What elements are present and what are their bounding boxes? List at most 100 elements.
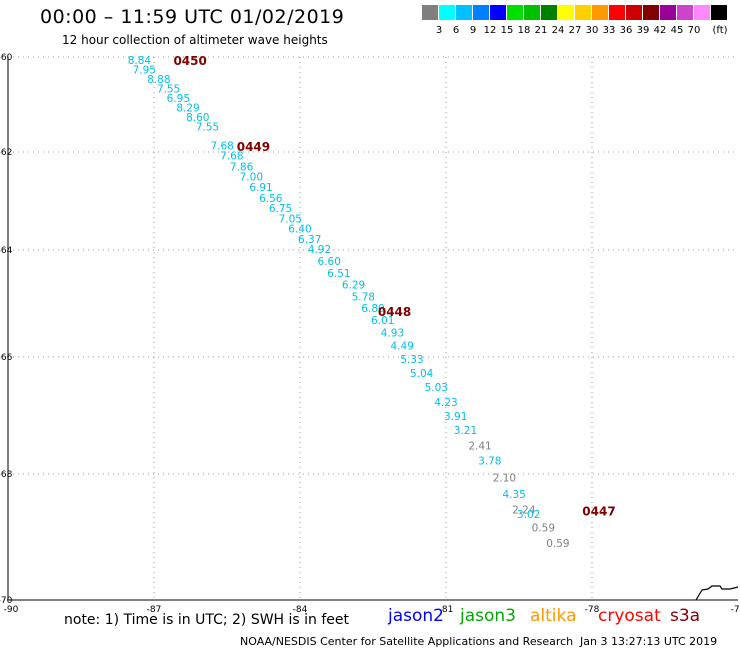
- legend-swatch: [626, 5, 643, 20]
- pass-time-label: 0447: [582, 505, 615, 519]
- wave-height-value: 4.93: [381, 328, 404, 340]
- wave-height-value: 0.59: [532, 522, 555, 534]
- legend-label: 9: [469, 25, 477, 36]
- wave-height-value: 6.51: [327, 268, 350, 280]
- wave-height-value: 7.95: [133, 65, 156, 77]
- lon-tick-label: -78: [585, 605, 600, 615]
- wave-height-value: 6.37: [298, 234, 321, 246]
- pass-time-label: 0449: [237, 140, 270, 154]
- satellite-name: jason2: [388, 606, 444, 626]
- wave-height-value: 5.04: [410, 368, 434, 380]
- legend-swatch: [694, 5, 711, 20]
- wave-height-value: 8.84: [128, 55, 152, 67]
- lat-tick-label: -60: [0, 53, 13, 63]
- wave-height-value: 6.40: [288, 223, 311, 235]
- page-subtitle: 12 hour collection of altimeter wave hei…: [62, 33, 328, 47]
- pass-time-label: 0448: [378, 305, 411, 319]
- wave-height-value: 6.95: [167, 93, 190, 105]
- wave-height-value: 6.01: [371, 315, 394, 327]
- lat-tick-label: -66: [0, 353, 13, 363]
- legend-swatch: [711, 5, 728, 20]
- legend-swatch: [439, 5, 456, 20]
- satellite-name: cryosat: [598, 606, 661, 626]
- satellite-name: jason3: [460, 606, 516, 626]
- legend-swatch: [541, 5, 558, 20]
- legend-label: 33: [602, 25, 616, 36]
- legend-label: 24: [551, 25, 565, 36]
- wave-height-value: 7.86: [230, 162, 254, 174]
- footer-note: note: 1) Time is in UTC; 2) SWH is in fe…: [64, 612, 350, 628]
- coastline: [695, 585, 739, 601]
- wave-height-value: 5.78: [352, 291, 375, 303]
- legend-swatch: [456, 5, 473, 20]
- legend-swatch: [643, 5, 660, 20]
- legend-label: 30: [585, 25, 599, 36]
- wave-height-value: 7.05: [279, 214, 302, 226]
- legend-swatch: [677, 5, 694, 20]
- legend-label: 6: [452, 25, 460, 36]
- corner-tick-label: -90: [4, 605, 19, 615]
- wave-height-value: 3.21: [454, 425, 477, 437]
- legend-label: 45: [670, 25, 684, 36]
- credit-line: NOAA/NESDIS Center for Satellite Applica…: [240, 635, 574, 648]
- wave-height-value: 3.91: [444, 411, 467, 423]
- lon-tick-label: -87: [147, 605, 162, 615]
- legend-label: 39: [636, 25, 650, 36]
- legend-swatch: [422, 5, 439, 20]
- legend-swatch: [507, 5, 524, 20]
- legend-swatch: [490, 5, 507, 20]
- wave-height-value: 6.75: [269, 203, 292, 215]
- lon-tick-label: -75: [731, 605, 740, 615]
- wave-height-value: 6.80: [361, 303, 384, 315]
- legend-swatch: [592, 5, 609, 20]
- legend-unit: (ft): [712, 25, 728, 36]
- lat-tick-label: -62: [0, 148, 12, 158]
- wave-height-value: 3.02: [517, 509, 540, 521]
- wave-height-value: 8.29: [176, 103, 199, 115]
- wave-height-value: 6.29: [342, 280, 365, 292]
- legend-swatch: [660, 5, 677, 20]
- legend-label: 12: [483, 25, 497, 36]
- wave-height-value: 2.10: [493, 473, 516, 485]
- wave-height-value: 4.92: [308, 244, 331, 256]
- wave-height-value: 7.55: [196, 122, 219, 134]
- wave-height-value: 7.00: [240, 171, 263, 183]
- wave-height-value: 7.68: [220, 150, 243, 162]
- lon-tick-label: -84: [293, 605, 308, 615]
- wave-height-value: 2.41: [468, 440, 491, 452]
- legend-label: 21: [534, 25, 548, 36]
- legend-swatch: [558, 5, 575, 20]
- legend-label: 42: [653, 25, 667, 36]
- wave-height-value: 4.49: [391, 341, 414, 353]
- legend-label: 3: [435, 25, 443, 36]
- page-title: 00:00 – 11:59 UTC 01/02/2019: [40, 6, 345, 28]
- generated-timestamp: Jan 3 13:27:13 UTC 2019: [580, 635, 718, 648]
- legend-label: 70: [687, 25, 701, 36]
- legend-swatch: [524, 5, 541, 20]
- lat-tick-label: -68: [0, 470, 13, 480]
- wave-height-value: 0.59: [546, 538, 569, 550]
- satellite-name: s3a: [670, 606, 701, 626]
- wave-height-value: 6.60: [318, 256, 341, 268]
- wave-height-value: 7.68: [210, 141, 233, 153]
- wave-height-value: 6.91: [249, 182, 272, 194]
- wave-height-value: 3.78: [478, 456, 501, 468]
- satellite-name: altika: [530, 606, 577, 626]
- lon-tick-label: -81: [439, 605, 454, 615]
- legend-label: 18: [517, 25, 531, 36]
- wave-height-value: 4.23: [434, 397, 457, 409]
- lat-tick-label: -64: [0, 246, 13, 256]
- wave-height-value: 6.56: [259, 193, 283, 205]
- wave-height-value: 8.88: [147, 74, 170, 86]
- legend-label: 27: [568, 25, 582, 36]
- wave-height-value: 5.33: [400, 354, 423, 366]
- pass-time-label: 0450: [173, 54, 206, 68]
- wave-height-value: 7.55: [157, 84, 180, 96]
- wave-height-value: 2.24: [512, 505, 536, 517]
- legend-swatch: [575, 5, 592, 20]
- legend-swatch: [473, 5, 490, 20]
- wave-height-value: 4.35: [502, 489, 525, 501]
- wave-height-value: 8.60: [186, 112, 209, 124]
- wave-height-value: 5.03: [425, 382, 448, 394]
